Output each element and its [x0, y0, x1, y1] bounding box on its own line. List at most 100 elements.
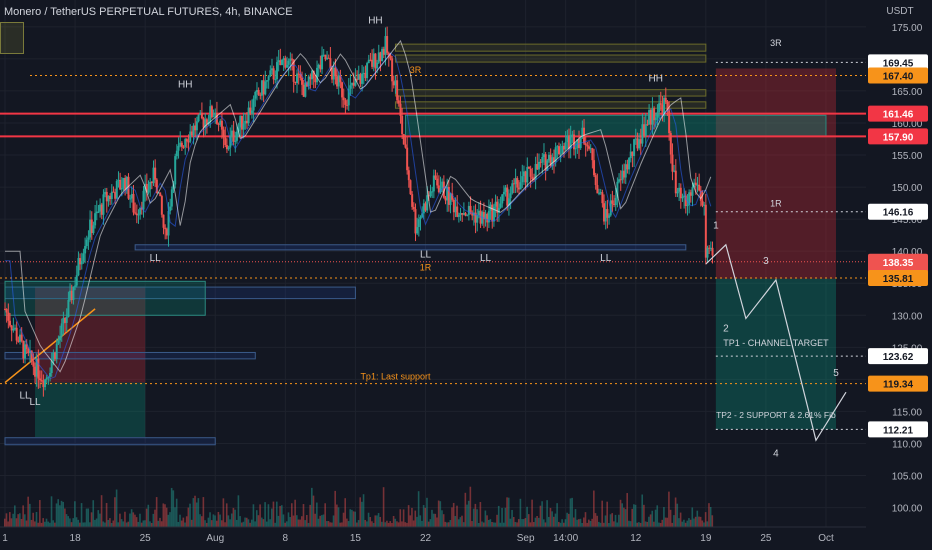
candle-body — [599, 192, 602, 194]
price-label-169.45: 169.45 — [883, 58, 914, 69]
volume-bar — [299, 519, 301, 527]
candle-body — [115, 181, 118, 199]
volume-bar — [89, 522, 91, 527]
volume-bar — [200, 516, 203, 527]
volume-bar — [277, 515, 280, 527]
candle-body — [673, 170, 676, 172]
candle-body — [371, 59, 374, 67]
volume-bar — [187, 507, 190, 527]
candle-body — [249, 107, 252, 114]
price-label-112.21: 112.21 — [883, 425, 913, 436]
candle-body — [321, 55, 324, 70]
candle-body — [532, 179, 535, 181]
candle-body — [537, 161, 540, 170]
volume-bar — [536, 515, 538, 527]
volume-bar — [42, 518, 44, 527]
volume-bar — [204, 520, 206, 527]
volume-bar — [384, 522, 387, 527]
candle-body — [291, 58, 294, 60]
candle-body — [97, 211, 100, 213]
candle-body — [210, 106, 213, 118]
volume-bar — [90, 512, 93, 527]
candle-body — [636, 138, 639, 149]
volume-bar — [297, 519, 300, 527]
candle-body — [382, 48, 385, 55]
price-label-tag — [868, 375, 928, 392]
volume-bar — [514, 521, 517, 527]
candle-body — [239, 115, 242, 128]
volume-bar — [324, 503, 326, 527]
volume-bar — [227, 515, 230, 527]
x-tick-label: 18 — [70, 533, 82, 544]
volume-bar — [524, 518, 527, 527]
candle-body — [656, 112, 659, 118]
volume-bar — [132, 512, 135, 527]
candle-body — [77, 258, 80, 276]
symbol-logo-box — [0, 22, 24, 54]
candle-body — [90, 219, 93, 234]
volume-bar — [269, 519, 271, 527]
candle-body — [89, 219, 92, 238]
volume-bar — [402, 509, 405, 527]
volume-bar — [499, 522, 502, 527]
candle-body — [29, 350, 32, 354]
candle-body — [564, 142, 567, 150]
candle-body — [542, 154, 545, 158]
candle-body — [659, 103, 662, 105]
volume-bar — [382, 487, 385, 527]
candle-body — [588, 146, 591, 149]
candle-body — [19, 334, 22, 342]
volume-bar — [135, 517, 138, 527]
volume-bar — [519, 498, 522, 527]
candle-body — [304, 82, 307, 97]
price-label-123.62: 123.62 — [883, 352, 914, 363]
candle-body — [302, 84, 305, 97]
candle-body — [232, 130, 235, 142]
volume-bar — [260, 517, 263, 527]
candle-body — [209, 106, 212, 122]
volume-bar — [286, 521, 288, 527]
volume-bar — [149, 521, 151, 527]
candle-body — [626, 164, 629, 170]
volume-bar — [197, 498, 200, 527]
volume-bar — [467, 500, 470, 527]
marker-ll: LL — [600, 253, 612, 264]
price-label-tag — [868, 54, 928, 71]
candle-body — [175, 150, 178, 157]
candle-body — [404, 144, 407, 148]
volume-bar — [522, 519, 525, 527]
x-tick-label: 19 — [700, 533, 712, 544]
candle-body — [401, 115, 404, 135]
volume-bar — [471, 521, 473, 527]
volume-bar — [336, 504, 338, 527]
candle-body — [633, 139, 636, 156]
volume-bar — [439, 501, 442, 527]
volume-bar — [112, 520, 115, 527]
candle-body — [419, 217, 422, 220]
volume-bar — [344, 498, 347, 527]
volume-bar — [219, 514, 221, 527]
candle-body — [604, 209, 607, 222]
candle-body — [52, 352, 55, 362]
volume-bar — [542, 519, 545, 527]
volume-bar — [162, 503, 165, 527]
candle-body — [552, 157, 555, 163]
volume-bar — [571, 497, 573, 527]
candle-body — [227, 147, 230, 150]
resistance-zone — [404, 114, 827, 137]
candle-body — [384, 36, 387, 55]
candle-body — [608, 215, 611, 218]
candle-body — [347, 88, 350, 106]
candle-body — [184, 139, 187, 147]
volume-bar — [369, 517, 372, 527]
candle-body — [199, 113, 202, 115]
volume-bar — [155, 497, 158, 527]
candle-body — [566, 135, 569, 143]
volume-bar — [157, 520, 160, 527]
tp2-label: TP2 - 2 SUPPORT & 2.61% Fib — [716, 410, 836, 420]
volume-bar — [44, 521, 46, 527]
volume-bar — [145, 508, 148, 527]
candle-body — [661, 104, 664, 116]
volume-bar — [74, 501, 76, 527]
